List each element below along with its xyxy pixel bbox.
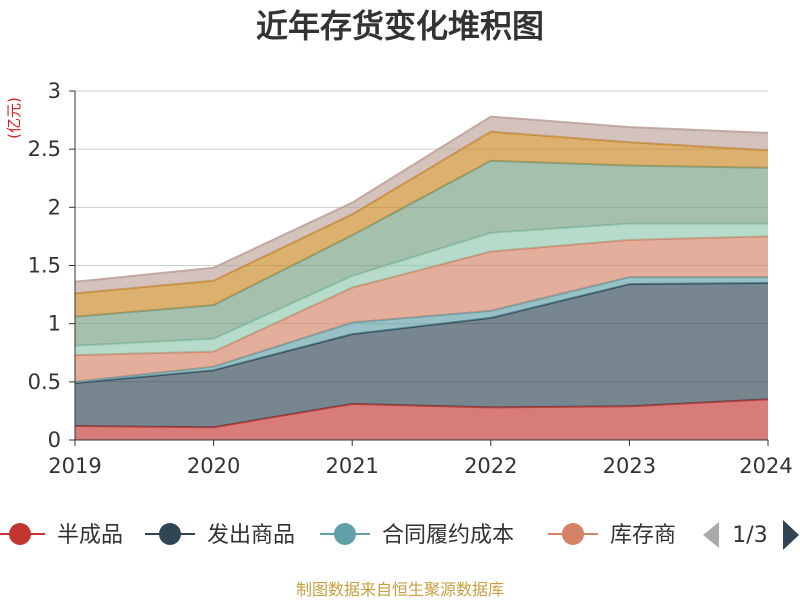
- legend-marker-icon: [334, 523, 356, 545]
- x-tick-label: 2024: [739, 454, 792, 478]
- legend-next-page-icon[interactable]: [783, 520, 799, 550]
- legend-label: 库存商: [610, 523, 676, 548]
- chart-title: 近年存货变化堆积图: [256, 7, 544, 45]
- legend-page-indicator: 1/3: [732, 523, 767, 548]
- y-tick-label: 1.5: [28, 254, 61, 278]
- legend-label: 发出商品: [207, 523, 295, 548]
- area-series-1: [75, 399, 768, 440]
- legend-marker-icon: [159, 523, 181, 545]
- x-tick-label: 2021: [325, 454, 378, 478]
- area-series-2: [75, 282, 768, 428]
- y-tick-label: 0: [48, 428, 61, 452]
- legend[interactable]: 半成品 发出商品 合同履约成本 库存商: [0, 523, 676, 548]
- legend-marker-icon: [9, 523, 31, 545]
- x-axis-ticks: 2019 2020 2021 2022 2023 2024: [48, 440, 793, 478]
- area-series-group: [74, 115, 769, 440]
- legend-label: 半成品: [57, 523, 123, 548]
- x-tick-label: 2022: [464, 454, 517, 478]
- legend-item[interactable]: 合同履约成本: [320, 523, 514, 548]
- area-series-7: [75, 131, 768, 317]
- legend-items: 半成品 发出商品 合同履约成本 库存商: [0, 523, 676, 548]
- y-tick-label: 2: [48, 195, 61, 219]
- data-source-note: 制图数据来自恒生聚源数据库: [296, 580, 504, 599]
- y-tick-label: 0.5: [28, 370, 61, 394]
- x-tick-label: 2023: [603, 454, 656, 478]
- y-tick-label: 2.5: [28, 137, 61, 161]
- area-series-6: [75, 160, 768, 346]
- y-tick-label: 1: [48, 312, 61, 336]
- legend-prev-page-icon[interactable]: [703, 522, 719, 548]
- legend-marker-icon: [562, 523, 584, 545]
- y-axis-ticks: 0 0.5 1 1.5 2 2.5 3: [28, 79, 75, 452]
- y-tick-label: 3: [48, 79, 61, 103]
- x-tick-label: 2020: [187, 454, 240, 478]
- legend-item[interactable]: 半成品: [0, 523, 123, 548]
- x-tick-label: 2019: [48, 454, 101, 478]
- legend-label: 合同履约成本: [382, 523, 514, 548]
- legend-pager: 1/3: [703, 520, 799, 550]
- y-axis-unit-label: (亿元): [5, 97, 23, 139]
- legend-item[interactable]: 发出商品: [145, 523, 295, 548]
- series-line-8: [74, 115, 769, 283]
- legend-item[interactable]: 库存商: [548, 523, 676, 548]
- area-series-5: [75, 223, 768, 356]
- area-series-4: [75, 236, 768, 382]
